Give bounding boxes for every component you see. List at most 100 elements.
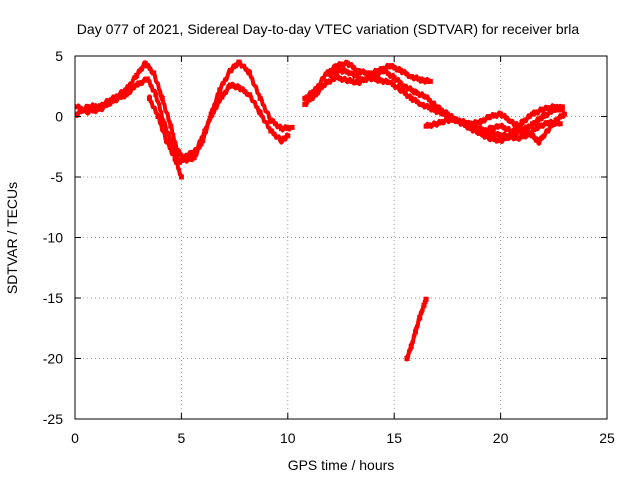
data-point	[557, 121, 563, 127]
data-point	[404, 356, 410, 361]
data-point	[430, 106, 436, 112]
data-point	[323, 80, 329, 86]
data-point	[268, 128, 274, 134]
data-point	[202, 128, 208, 134]
data-point	[193, 147, 199, 153]
data-point	[398, 87, 404, 93]
data-point	[476, 120, 482, 126]
data-point	[559, 104, 565, 110]
data-point	[536, 139, 542, 145]
data-point	[236, 84, 242, 90]
data-point	[434, 104, 440, 110]
x-tick-label: 25	[599, 430, 615, 446]
data-point	[487, 126, 493, 132]
data-point	[387, 63, 393, 69]
x-axis-title: GPS time / hours	[288, 457, 395, 473]
data-point	[515, 135, 521, 141]
data-point	[327, 71, 333, 77]
data-point	[370, 74, 376, 80]
y-tick-label: 5	[55, 48, 63, 64]
data-point	[123, 87, 129, 93]
data-point	[278, 126, 284, 132]
data-point	[519, 120, 525, 126]
data-point	[349, 70, 355, 76]
series-track-c	[146, 94, 184, 180]
data-point	[536, 123, 542, 129]
data-point	[246, 92, 252, 98]
data-point	[142, 60, 148, 66]
data-point	[508, 128, 514, 134]
data-point	[85, 109, 91, 115]
data-point	[123, 92, 129, 98]
data-point	[398, 68, 404, 74]
data-point	[85, 104, 91, 110]
data-point	[355, 80, 361, 86]
data-point	[530, 121, 536, 127]
data-point	[334, 63, 340, 69]
data-point	[553, 117, 559, 123]
data-point	[540, 106, 546, 112]
data-point	[285, 133, 291, 139]
data-point	[344, 60, 350, 66]
data-point	[444, 117, 450, 123]
data-point	[427, 78, 433, 84]
data-point	[423, 296, 429, 302]
data-point	[408, 343, 414, 349]
y-tick-label: -20	[43, 351, 63, 367]
x-tick-label: 20	[493, 430, 509, 446]
x-tick-label: 10	[280, 430, 296, 446]
data-point	[164, 138, 170, 144]
data-point	[278, 138, 284, 144]
tick-layer: 0 5 10 15 20 25 5 0 -5 -10 -15 -20 -25	[43, 48, 615, 446]
y-tick-label: -15	[43, 290, 63, 306]
data-point	[257, 95, 263, 101]
data-point	[144, 76, 150, 82]
y-tick-label: 0	[55, 109, 63, 125]
data-point	[312, 92, 318, 98]
data-point	[168, 123, 174, 129]
data-point	[434, 121, 440, 127]
x-tick-label: 5	[178, 430, 186, 446]
data-point	[257, 110, 263, 116]
data-point	[455, 117, 461, 123]
data-point	[408, 95, 414, 101]
data-point	[134, 82, 140, 88]
data-point	[302, 101, 308, 107]
data-point	[487, 135, 493, 141]
data-point	[219, 94, 225, 100]
data-point	[476, 130, 482, 136]
data-point	[423, 94, 429, 100]
data-point	[174, 147, 180, 153]
data-point	[519, 128, 525, 134]
data-point	[210, 109, 216, 115]
data-point	[185, 152, 191, 158]
data-point	[359, 77, 365, 83]
data-point	[159, 95, 165, 101]
data-point	[472, 123, 478, 129]
data-point	[466, 121, 472, 127]
data-point	[487, 114, 493, 119]
data-point	[547, 120, 553, 126]
data-point	[466, 124, 472, 130]
data-point	[178, 174, 184, 180]
data-point	[110, 98, 116, 104]
data-point	[498, 138, 504, 144]
data-point	[98, 103, 104, 109]
data-point	[540, 114, 546, 119]
data-point	[161, 121, 167, 127]
data-point	[412, 89, 418, 95]
data-point	[98, 106, 104, 112]
data-point	[155, 114, 161, 119]
data-point	[498, 123, 504, 129]
data-point	[498, 111, 504, 117]
series-layer	[74, 59, 567, 362]
data-point	[412, 329, 418, 335]
data-point	[421, 302, 427, 308]
x-tick-label: 0	[71, 430, 79, 446]
data-point	[376, 77, 382, 83]
data-point	[408, 74, 414, 80]
data-point	[170, 144, 176, 150]
data-point	[544, 128, 550, 134]
